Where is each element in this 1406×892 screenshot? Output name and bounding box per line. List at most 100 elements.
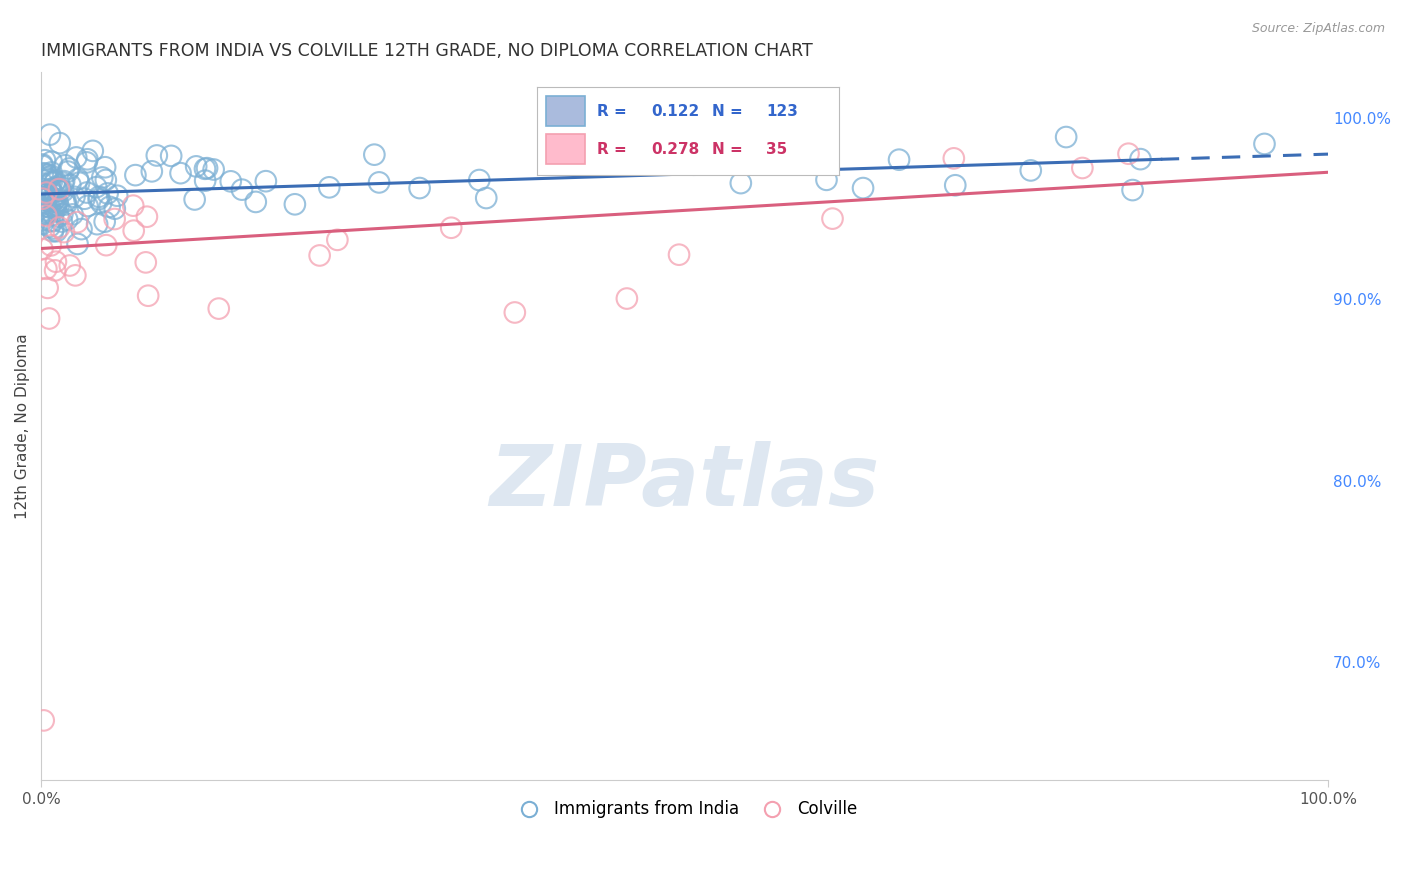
Point xyxy=(31,177,53,191)
Point xyxy=(46,182,69,196)
Point xyxy=(368,175,391,189)
Point xyxy=(44,263,66,277)
Point xyxy=(70,222,93,236)
Point xyxy=(363,147,385,161)
Point xyxy=(31,217,53,231)
Point xyxy=(1118,146,1140,161)
Point xyxy=(49,184,72,198)
Point xyxy=(136,289,159,303)
Point xyxy=(45,201,67,215)
Point xyxy=(66,172,89,186)
Point xyxy=(44,193,66,207)
Point xyxy=(32,192,55,206)
Point xyxy=(66,215,89,229)
Point xyxy=(284,197,307,211)
Point xyxy=(84,180,107,194)
Point xyxy=(87,190,110,204)
Text: IMMIGRANTS FROM INDIA VS COLVILLE 12TH GRADE, NO DIPLOMA CORRELATION CHART: IMMIGRANTS FROM INDIA VS COLVILLE 12TH G… xyxy=(41,42,813,60)
Point xyxy=(104,212,127,227)
Point xyxy=(48,182,70,196)
Point xyxy=(44,188,66,202)
Point xyxy=(31,192,53,206)
Point xyxy=(76,155,98,169)
Point xyxy=(186,160,208,174)
Point xyxy=(56,212,79,227)
Point xyxy=(48,199,70,213)
Point xyxy=(39,201,62,215)
Point xyxy=(44,176,66,190)
Point xyxy=(408,181,430,195)
Point xyxy=(194,174,217,188)
Point xyxy=(93,214,115,228)
Point xyxy=(65,268,87,283)
Point xyxy=(160,149,183,163)
Point xyxy=(135,210,157,224)
Point xyxy=(35,186,58,200)
Point xyxy=(48,136,70,150)
Point xyxy=(58,161,80,176)
Point xyxy=(59,259,82,273)
Point xyxy=(183,193,205,207)
Point xyxy=(254,174,277,188)
Point xyxy=(48,220,70,235)
Point xyxy=(76,199,98,213)
Point xyxy=(231,183,253,197)
Point xyxy=(468,173,491,187)
Point xyxy=(41,186,63,200)
Point xyxy=(94,160,117,174)
Point xyxy=(37,203,59,218)
Point xyxy=(122,224,145,238)
Point xyxy=(55,197,77,211)
Point xyxy=(45,254,67,268)
Point xyxy=(308,248,330,262)
Point xyxy=(48,210,70,224)
Point xyxy=(32,166,55,180)
Point xyxy=(39,214,62,228)
Point xyxy=(35,261,58,276)
Point xyxy=(42,208,65,222)
Point xyxy=(52,184,75,198)
Point xyxy=(38,219,60,234)
Point xyxy=(44,200,66,214)
Point xyxy=(1054,130,1077,145)
Point xyxy=(37,196,59,211)
Point xyxy=(38,128,60,142)
Point xyxy=(44,180,66,194)
Point xyxy=(41,175,63,189)
Point xyxy=(35,209,58,223)
Point xyxy=(37,172,59,186)
Point xyxy=(42,224,65,238)
Point xyxy=(124,168,146,182)
Point xyxy=(852,181,875,195)
Y-axis label: 12th Grade, No Diploma: 12th Grade, No Diploma xyxy=(15,334,30,519)
Point xyxy=(76,153,98,167)
Point xyxy=(32,714,55,728)
Legend: Immigrants from India, Colville: Immigrants from India, Colville xyxy=(505,794,863,825)
Point xyxy=(821,211,844,226)
Point xyxy=(887,153,910,167)
Point xyxy=(616,292,638,306)
Point xyxy=(53,174,76,188)
Point xyxy=(90,195,112,210)
Point xyxy=(202,162,225,177)
Point xyxy=(42,194,65,208)
Point xyxy=(31,182,53,196)
Point xyxy=(31,159,53,173)
Point xyxy=(59,178,82,192)
Point xyxy=(53,225,76,239)
Point xyxy=(86,217,108,231)
Point xyxy=(51,214,73,228)
Point xyxy=(815,173,838,187)
Point xyxy=(245,194,267,209)
Point xyxy=(37,281,59,295)
Point xyxy=(87,192,110,206)
Point xyxy=(105,188,128,202)
Point xyxy=(38,311,60,326)
Point xyxy=(135,255,157,269)
Point xyxy=(82,144,104,158)
Point xyxy=(65,151,87,165)
Point xyxy=(44,174,66,188)
Point xyxy=(41,165,63,179)
Point xyxy=(475,191,498,205)
Point xyxy=(35,199,58,213)
